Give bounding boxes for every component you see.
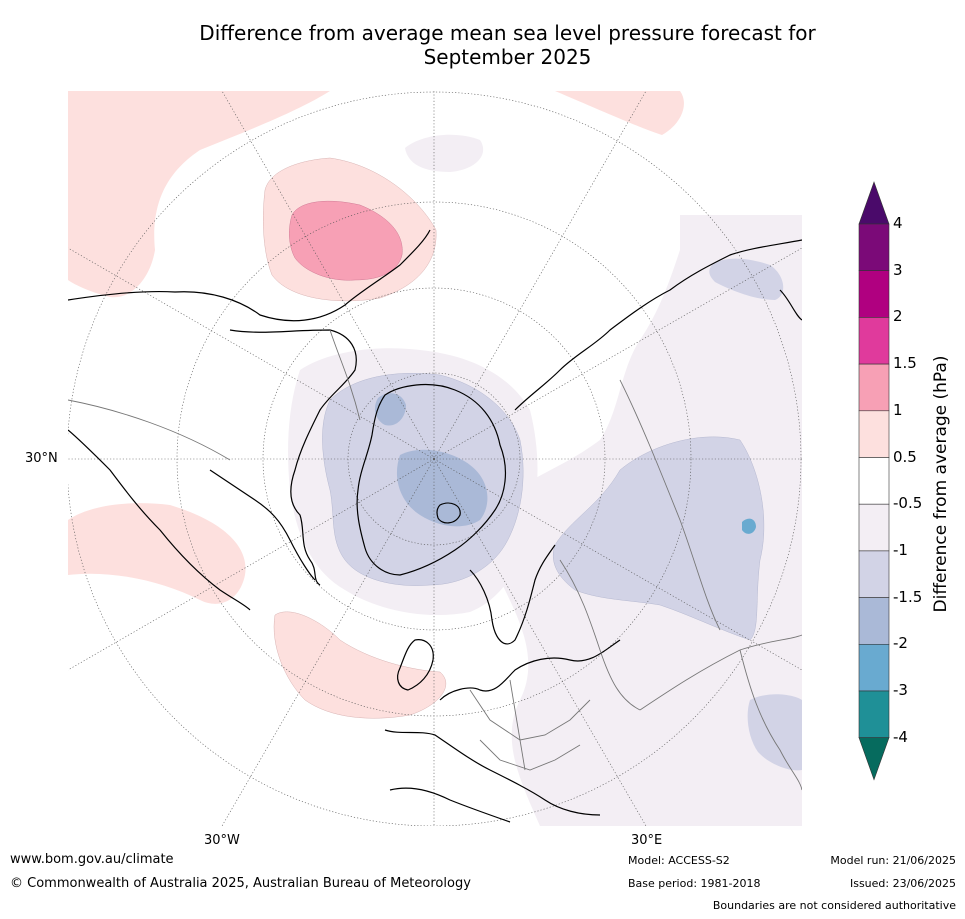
colorbar-tick-label: 0.5	[893, 447, 917, 466]
border-siberia-internal	[619, 379, 721, 631]
anomaly-negative-south-east	[747, 694, 802, 771]
graticule	[68, 91, 802, 826]
meridian-120e	[433, 247, 802, 460]
border-europe-grid-1	[469, 689, 591, 741]
title-line-1: Difference from average mean sea level p…	[199, 21, 816, 45]
colorbar-tick-label: 2	[893, 307, 903, 326]
colorbar-bin	[858, 643, 890, 692]
lat-label-30n: 30°N	[25, 451, 58, 466]
colorbar-tick-label: 1.5	[893, 354, 917, 373]
anomaly-negative-greenland-core	[396, 449, 488, 527]
footer-website: www.bom.gov.au/climate	[10, 852, 174, 867]
border-europe-grid-3	[509, 679, 526, 771]
pressure-anomaly-shading	[68, 91, 802, 826]
meridian-30w	[221, 458, 435, 826]
colorbar-tick-label: 4	[893, 214, 903, 232]
coast-alaska-north	[68, 229, 431, 322]
coast-canada-east	[209, 469, 316, 581]
footer-disclaimer: Boundaries are not considered authoritat…	[712, 899, 956, 912]
border-europe-grid-2	[479, 739, 581, 771]
anomaly-positive-central-atlantic	[273, 611, 446, 719]
colorbar-tick-label: -0.5	[893, 494, 923, 513]
colorbar-bin	[858, 690, 890, 739]
colorbar-bin	[858, 597, 890, 645]
colorbar-bin	[858, 457, 890, 505]
coast-siberia	[514, 239, 802, 411]
coast-iceland	[436, 502, 461, 524]
coast-europe-north	[439, 639, 621, 701]
anomaly-negative-canadian-core	[374, 393, 406, 426]
anomaly-positive-top-right	[555, 91, 684, 135]
footer-base-period: Base period: 1981-2018	[628, 877, 761, 890]
colorbar-bin	[858, 317, 890, 365]
colorbar-bin	[858, 223, 890, 272]
border-russia-west	[559, 559, 641, 711]
coast-europe-south	[384, 729, 601, 816]
colorbar-bin	[858, 363, 890, 412]
coast-greenland	[356, 384, 506, 576]
colorbar-extend-min	[858, 737, 890, 781]
border-us-canada	[68, 399, 231, 461]
colorbar-bin	[858, 410, 890, 458]
lon-label-30w: 30°W	[204, 833, 240, 848]
footer-model: Model: ACCESS-S2	[628, 854, 730, 867]
map-panel	[68, 91, 802, 826]
border-china	[739, 649, 802, 791]
colorbar-tick-label: 1	[893, 400, 903, 419]
anomaly-negative-light-top	[405, 134, 484, 172]
colorbar-tick-label: -4	[893, 727, 908, 746]
coast-scandinavia	[469, 544, 556, 645]
coastlines	[68, 229, 802, 823]
coast-east-asia	[779, 289, 802, 321]
meridian-60w	[68, 458, 435, 671]
colorbar-bin	[858, 270, 890, 318]
colorbar-tick-label: -1.5	[893, 587, 923, 606]
map-title: Difference from average mean sea level p…	[60, 21, 955, 69]
colorbar-bin	[858, 550, 890, 598]
colorbar-bin	[858, 503, 890, 552]
colorbar-extend-max	[858, 181, 890, 225]
coast-uk	[397, 639, 434, 691]
coast-us-east	[68, 429, 251, 611]
meridian-30e	[433, 458, 647, 826]
lon-label-30e: 30°E	[631, 833, 663, 848]
colorbar-tick-label: -2	[893, 634, 908, 653]
colorbar-tick-label: 3	[893, 260, 903, 279]
footer-issued: Issued: 23/06/2025	[849, 877, 956, 890]
footer-model-run: Model run: 21/06/2025	[830, 854, 956, 867]
country-borders	[68, 329, 802, 791]
border-alaska-canada	[329, 329, 361, 421]
anomaly-positive-west-atlantic	[68, 503, 246, 604]
anomaly-negative-siberia-core	[742, 518, 756, 534]
anomaly-positive-north-pacific	[68, 91, 330, 298]
colorbar-label: Difference from average (hPa)	[931, 355, 951, 613]
coast-canada-arctic	[229, 329, 357, 586]
coast-north-africa	[389, 787, 511, 823]
anomaly-negative-east-asia	[709, 258, 784, 300]
meridian-120w	[68, 247, 435, 460]
anomaly-negative-siberia	[552, 436, 765, 641]
footer-copyright: © Commonwealth of Australia 2025, Austra…	[10, 876, 471, 891]
title-line-2: September 2025	[423, 45, 592, 69]
colorbar-tick-label: -1	[893, 540, 908, 559]
meridian-150w	[221, 91, 435, 460]
colorbar	[858, 181, 890, 781]
colorbar-tick-label: -3	[893, 681, 908, 699]
latitude-circle-60	[262, 287, 606, 631]
meridian-60e	[433, 458, 802, 671]
